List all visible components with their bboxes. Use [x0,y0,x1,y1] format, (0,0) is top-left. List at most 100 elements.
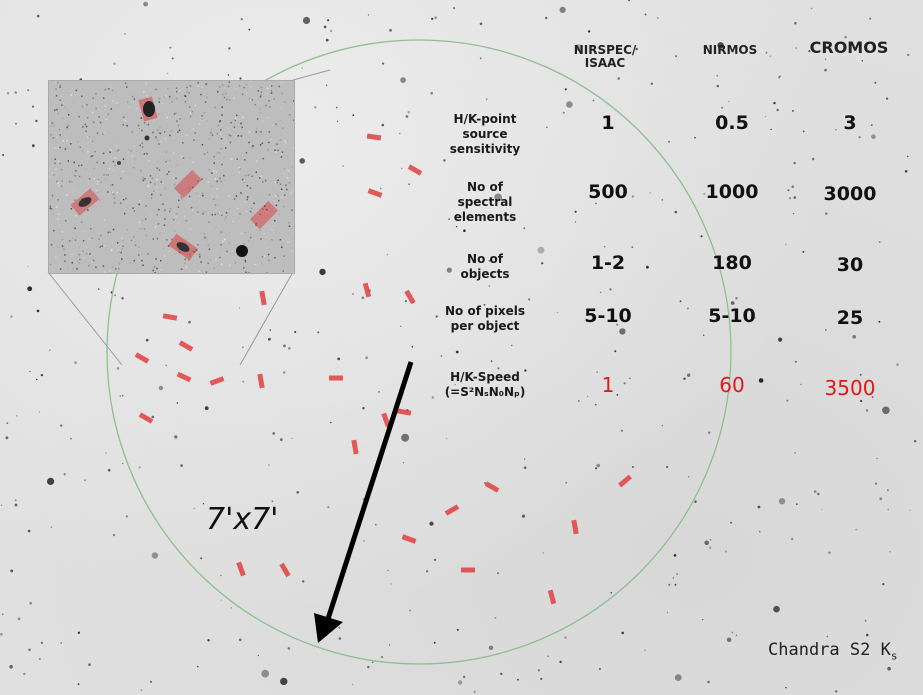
star [352,114,355,116]
noise-pixel [114,157,116,159]
star [878,241,881,243]
noise-pixel [96,132,99,134]
noise-pixel [286,188,288,191]
noise-pixel [213,198,215,201]
star [524,369,527,372]
noise-pixel [79,258,81,261]
noise-pixel [61,180,63,182]
noise-pixel [259,112,262,114]
slit-marker [618,474,632,488]
noise-pixel [270,139,272,141]
noise-pixel [117,149,120,151]
noise-pixel [146,183,148,185]
noise-pixel [110,191,112,193]
star [779,75,781,78]
cell-pixels-nirspec: 5-10 [584,305,632,327]
star [876,457,878,460]
noise-pixel [154,226,157,228]
star [149,680,153,683]
noise-pixel [210,185,213,188]
noise-pixel [59,86,61,88]
noise-pixel [275,195,277,197]
star [631,195,634,198]
noise-pixel [254,104,256,106]
noise-pixel [61,238,64,241]
noise-pixel [79,146,82,148]
noise-pixel [93,167,96,170]
star [716,84,719,88]
noise-pixel [59,84,61,86]
noise-pixel [55,140,57,143]
noise-pixel [186,86,188,89]
noise-pixel [286,140,288,142]
noise-pixel [147,184,150,187]
slit-marker [367,188,383,198]
noise-pixel [127,177,129,180]
noise-pixel [244,231,246,234]
row-label-line: per object [450,319,520,333]
star [248,28,251,31]
noise-pixel [208,138,210,140]
star [702,334,705,337]
noise-pixel [185,265,188,268]
noise-pixel [111,100,114,102]
noise-pixel [246,272,248,273]
noise-pixel [218,212,221,214]
row-label-line: sensitivity [449,142,521,156]
noise-pixel [140,169,142,172]
noise-pixel [126,229,129,231]
noise-pixel [183,141,185,144]
slit-marker [461,567,475,573]
star [675,55,678,58]
noise-pixel [260,94,262,96]
noise-pixel [237,135,240,137]
noise-pixel [149,175,152,177]
noise-pixel [262,181,264,183]
noise-pixel [95,93,97,95]
noise-pixel [91,154,94,157]
noise-pixel [131,155,133,157]
noise-pixel [153,183,156,185]
star [166,72,169,75]
noise-pixel [198,195,200,197]
noise-pixel [64,254,66,256]
slit-marker [362,282,372,298]
star [220,574,222,577]
noise-pixel [109,231,111,234]
noise-pixel [59,146,61,149]
noise-pixel [124,103,127,105]
noise-pixel [222,240,224,243]
noise-pixel [96,180,99,183]
noise-pixel [119,177,122,180]
noise-pixel [99,199,101,202]
star [874,81,877,84]
noise-pixel [175,177,177,180]
noise-pixel [197,244,199,246]
noise-pixel [75,170,77,172]
noise-pixel [261,120,264,122]
noise-pixel [263,232,265,235]
noise-pixel [160,140,162,143]
noise-pixel [196,95,199,97]
noise-pixel [76,268,79,271]
noise-pixel [218,152,221,154]
noise-pixel [72,191,74,193]
star [731,631,734,634]
noise-pixel [283,261,285,263]
noise-pixel [265,104,267,107]
star [440,355,443,357]
star [401,433,410,442]
star [151,552,159,559]
noise-pixel [103,174,105,176]
star [802,130,805,133]
star [119,395,122,397]
noise-pixel [75,89,78,92]
slit-marker [162,313,178,321]
star [377,390,380,393]
noise-pixel [259,85,261,88]
noise-pixel [125,197,127,200]
star [9,665,13,669]
noise-pixel [70,208,73,210]
noise-pixel [78,164,80,167]
